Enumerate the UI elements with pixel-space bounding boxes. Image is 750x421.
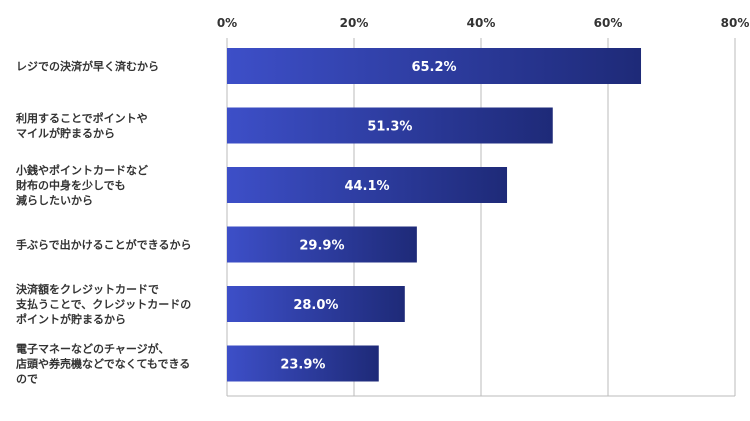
x-tick-label: 40% <box>467 16 496 30</box>
gridlines <box>226 38 736 397</box>
bar <box>227 167 508 203</box>
y-axis-categories: レジでの決済が早く済むから利用することでポイントやマイルが貯まるから小銭やポイン… <box>15 59 191 386</box>
category-label: 決済額をクレジットカードで支払うことで、クレジットカードのポイントが貯まるから <box>15 282 191 326</box>
category-label: 手ぶらで出かけることができるから <box>16 238 191 252</box>
bar-value-label: 28.0% <box>293 298 338 313</box>
category-label: レジでの決済が早く済むから <box>16 59 159 73</box>
category-label: 利用することでポイントやマイルが貯まるから <box>16 111 148 140</box>
x-tick-label: 20% <box>340 16 369 30</box>
bar <box>227 48 642 84</box>
x-tick-label: 80% <box>721 16 750 30</box>
bar-value-label: 65.2% <box>411 60 456 75</box>
category-label: 小銭やポイントカードなど財布の中身を少しでも減らしたいから <box>15 163 148 207</box>
category-label: 電子マネーなどのチャージが、店頭や券売機などでなくてもできるので <box>16 342 190 386</box>
bar-value-label: 29.9% <box>299 239 344 254</box>
bar <box>227 107 553 144</box>
bars: 65.2% 51.3% 44.1% 29.9% 28.0% 23.9% <box>227 48 642 382</box>
bar <box>227 345 379 382</box>
bar <box>227 226 417 263</box>
bar-value-label: 51.3% <box>367 120 412 135</box>
x-tick-label: 0% <box>217 16 237 30</box>
bar-value-label: 44.1% <box>344 179 389 194</box>
x-axis: 0% 20% 40% 60% 80% <box>217 16 750 30</box>
x-tick-label: 60% <box>594 16 623 30</box>
bar-value-label: 23.9% <box>280 358 325 373</box>
bar <box>227 286 405 322</box>
